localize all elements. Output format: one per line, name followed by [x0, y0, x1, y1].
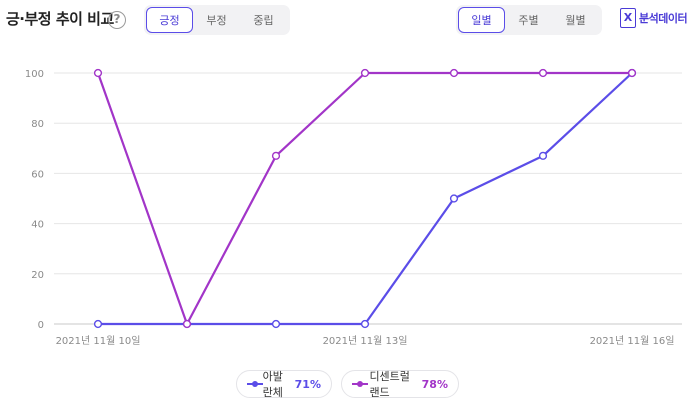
tab-daily[interactable]: 일별 — [458, 7, 505, 33]
x-tick-label: 2021년 11월 10일 — [56, 335, 141, 347]
data-point — [449, 194, 459, 203]
y-tick-label: 80 — [31, 119, 44, 130]
legend-percent: 71% — [294, 377, 321, 391]
data-point — [93, 319, 103, 329]
export-data-button[interactable]: X 분석데이터 — [620, 8, 688, 28]
export-data-label: 분석데이터 — [639, 12, 688, 25]
tab-neutral[interactable]: 중립 — [253, 14, 274, 27]
data-point — [182, 319, 192, 329]
series-line-1 — [98, 72, 633, 326]
legend-percent: 78% — [421, 377, 448, 391]
data-point — [538, 151, 548, 160]
chart-title: 긍·부정 추이 비교 — [6, 10, 114, 28]
data-point — [360, 319, 370, 329]
x-tick-label: 2021년 11월 13일 — [323, 335, 408, 347]
data-point — [271, 319, 281, 329]
legend-item-series-1[interactable]: 아발란체 71% — [236, 370, 332, 399]
data-point — [360, 68, 370, 78]
data-point — [271, 151, 281, 160]
legend-item-series-2[interactable]: 디센트럴랜드 78% — [341, 370, 459, 399]
period-toggle: 일별 주별 월별 — [456, 5, 602, 35]
series-line-2 — [96, 71, 632, 326]
y-tick-label: 100 — [25, 69, 44, 80]
data-point — [627, 68, 637, 78]
y-tick-label: 60 — [31, 169, 44, 180]
x-tick-label: 2021년 11월 16일 — [590, 335, 675, 347]
tab-negative[interactable]: 부정 — [206, 14, 227, 27]
excel-icon: X — [620, 8, 636, 28]
data-point — [93, 68, 103, 78]
tab-weekly[interactable]: 주별 — [518, 14, 539, 27]
data-point — [538, 68, 548, 78]
legend-label: 디센트럴랜드 — [369, 370, 410, 399]
tab-positive[interactable]: 긍정 — [146, 7, 193, 33]
legend-marker-icon — [247, 380, 263, 388]
legend-marker-icon — [352, 380, 368, 388]
y-tick-label: 0 — [38, 320, 44, 331]
legend-label: 아발란체 — [262, 370, 283, 399]
sentiment-toggle: 긍정 부정 중립 — [144, 5, 290, 35]
data-point — [449, 68, 459, 78]
help-icon[interactable]: ? — [108, 11, 126, 29]
y-tick-label: 20 — [31, 270, 44, 281]
line-chart: 0 20 40 60 80 100 2021년 11월 10일 2021년 11월 13일 20… — [25, 68, 682, 347]
y-tick-label: 40 — [31, 220, 44, 231]
tab-monthly[interactable]: 월별 — [565, 14, 586, 27]
